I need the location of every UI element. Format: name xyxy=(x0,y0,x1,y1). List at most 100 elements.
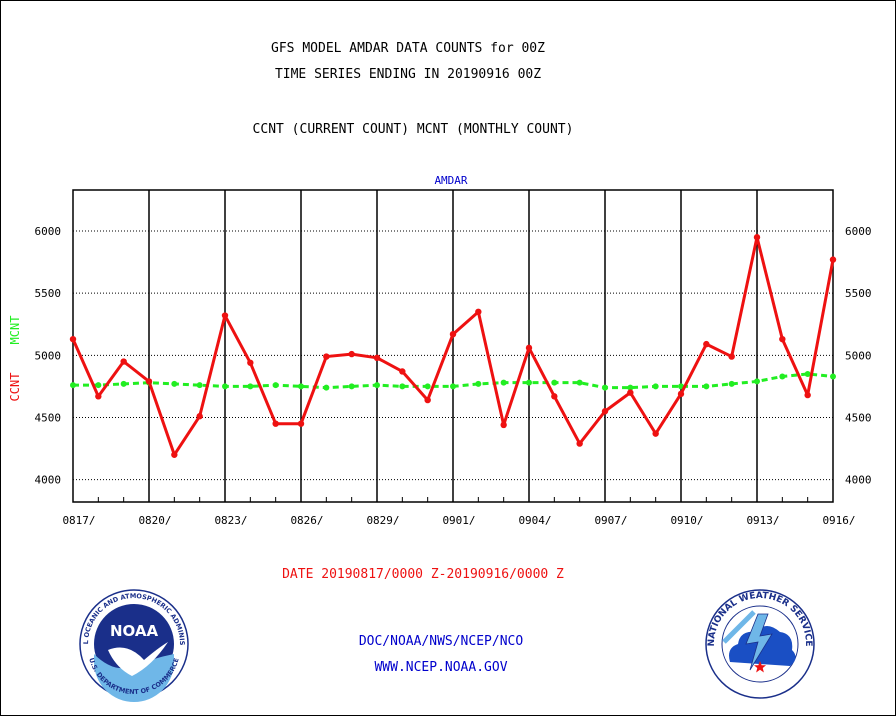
x-tick-label-0823: 0823/ xyxy=(214,514,247,527)
chart-title-line1: GFS MODEL AMDAR DATA COUNTS for 00Z xyxy=(271,41,545,56)
point-ccnt-0914 xyxy=(779,335,786,343)
point-ccnt-0820 xyxy=(145,378,153,385)
chart-subtitle: CCNT (CURRENT COUNT) MCNT (MONTHLY COUNT… xyxy=(253,122,574,137)
y-tick-label-right-6000: 6000 xyxy=(845,225,872,238)
point-mcnt-0906 xyxy=(576,379,583,386)
point-ccnt-0902 xyxy=(475,308,482,316)
point-ccnt-0909 xyxy=(652,430,659,437)
y-tick-label-right-4000: 4000 xyxy=(845,474,872,487)
point-ccnt-0904 xyxy=(525,344,533,352)
panel-label: AMDAR xyxy=(434,174,467,187)
point-ccnt-0913 xyxy=(753,234,761,241)
point-mcnt-0913 xyxy=(754,378,760,385)
point-ccnt-0907 xyxy=(601,408,609,415)
x-tick-label-0826: 0826/ xyxy=(290,514,323,527)
point-mcnt-0818 xyxy=(95,382,102,389)
chart-title-line2: TIME SERIES ENDING IN 20190916 00Z xyxy=(275,67,541,82)
point-ccnt-0831 xyxy=(424,396,431,404)
y-tick-label-left-4500: 4500 xyxy=(35,411,62,424)
url-line: WWW.NCEP.NOAA.GOV xyxy=(374,660,507,675)
point-mcnt-0902 xyxy=(475,380,482,387)
y-tick-labels-right: 4000 4500 5000 5500 6000 xyxy=(845,225,872,487)
point-ccnt-0822 xyxy=(196,413,203,420)
y-tick-label-left-5500: 5500 xyxy=(35,287,62,300)
point-ccnt-0825 xyxy=(272,420,279,427)
y-tick-label-right-5000: 5000 xyxy=(845,349,872,362)
point-ccnt-0912 xyxy=(728,353,735,360)
point-mcnt-0909 xyxy=(652,383,659,390)
x-tick-label-0820: 0820/ xyxy=(138,514,171,527)
x-tick-label-0916: 0916/ xyxy=(822,514,855,527)
point-mcnt-0908 xyxy=(627,384,634,391)
vertical-gridlines xyxy=(72,190,834,502)
noaa-logo-text: NOAA xyxy=(110,622,159,640)
point-ccnt-0905 xyxy=(551,393,558,400)
point-ccnt-0911 xyxy=(703,340,710,348)
plot-area-border xyxy=(72,189,834,503)
point-ccnt-0915 xyxy=(804,391,811,399)
point-ccnt-0817 xyxy=(69,335,77,343)
point-mcnt-0828 xyxy=(348,383,355,390)
org-line: DOC/NOAA/NWS/NCEP/NCO xyxy=(359,634,524,649)
point-ccnt-0827 xyxy=(323,353,330,360)
point-ccnt-0910 xyxy=(677,390,685,398)
point-ccnt-0829 xyxy=(373,354,381,362)
point-mcnt-0904 xyxy=(526,379,532,386)
x-tick-label-0817: 0817/ xyxy=(62,514,95,527)
point-mcnt-0826 xyxy=(298,383,304,390)
x-tick-label-0910: 0910/ xyxy=(670,514,703,527)
point-ccnt-0826 xyxy=(297,420,305,427)
y-tick-label-left-5000: 5000 xyxy=(35,349,62,362)
point-ccnt-0903 xyxy=(500,421,507,429)
x-tick-label-0901: 0901/ xyxy=(442,514,475,527)
point-mcnt-0915 xyxy=(804,370,811,377)
x-tick-label-0829: 0829/ xyxy=(366,514,399,527)
point-ccnt-0901 xyxy=(449,330,457,338)
point-ccnt-0818 xyxy=(95,393,102,400)
point-mcnt-0824 xyxy=(247,383,254,390)
point-mcnt-0912 xyxy=(728,380,735,387)
y-tick-label-left-4000: 4000 xyxy=(35,474,62,487)
point-mcnt-0822 xyxy=(196,382,203,389)
point-mcnt-0911 xyxy=(703,383,710,390)
point-mcnt-0831 xyxy=(424,383,431,390)
point-ccnt-0908 xyxy=(627,389,634,396)
point-mcnt-0830 xyxy=(399,383,406,390)
series-mcnt xyxy=(70,370,836,391)
x-tick-label-0904: 0904/ xyxy=(518,514,551,527)
point-mcnt-0903 xyxy=(500,379,507,386)
point-mcnt-0916 xyxy=(830,373,836,380)
point-ccnt-0824 xyxy=(247,359,254,366)
y-tick-label-left-6000: 6000 xyxy=(35,225,62,238)
noaa-logo: NATIONAL OCEANIC AND ATMOSPHERIC ADMINIS… xyxy=(79,589,189,702)
point-mcnt-0829 xyxy=(374,382,380,389)
x-tick-labels: 0817/0820/0823/0826/0829/0901/0904/0907/… xyxy=(62,514,855,527)
point-ccnt-0819 xyxy=(120,358,127,365)
x-tick-label-0907: 0907/ xyxy=(594,514,627,527)
point-mcnt-0817 xyxy=(70,382,76,389)
y-tick-label-right-5500: 5500 xyxy=(845,287,872,300)
point-mcnt-0821 xyxy=(171,380,178,387)
point-ccnt-0916 xyxy=(829,256,837,263)
point-mcnt-0905 xyxy=(551,379,558,386)
x-tick-label-0913: 0913/ xyxy=(746,514,779,527)
point-ccnt-0830 xyxy=(399,368,406,375)
nws-logo: NATIONAL WEATHER SERVICE xyxy=(705,589,815,699)
point-ccnt-0906 xyxy=(576,440,583,447)
y-tick-label-right-4500: 4500 xyxy=(845,411,872,424)
point-mcnt-0914 xyxy=(779,373,786,380)
y-axis-label-mcnt: MCNT xyxy=(8,316,22,345)
point-ccnt-0823 xyxy=(221,312,229,319)
date-range-label: DATE 20190817/0000 Z-20190916/0000 Z xyxy=(282,567,564,582)
nws-star-icon xyxy=(753,660,767,673)
point-ccnt-0821 xyxy=(171,451,178,458)
point-mcnt-0907 xyxy=(602,384,608,391)
point-mcnt-0819 xyxy=(120,380,127,387)
y-tick-labels-left: 4000 4500 5000 5500 6000 xyxy=(35,225,62,487)
point-mcnt-0901 xyxy=(450,383,456,390)
point-mcnt-0823 xyxy=(222,383,228,390)
y-axis-label-ccnt: CCNT xyxy=(8,373,22,402)
point-mcnt-0827 xyxy=(323,384,330,391)
